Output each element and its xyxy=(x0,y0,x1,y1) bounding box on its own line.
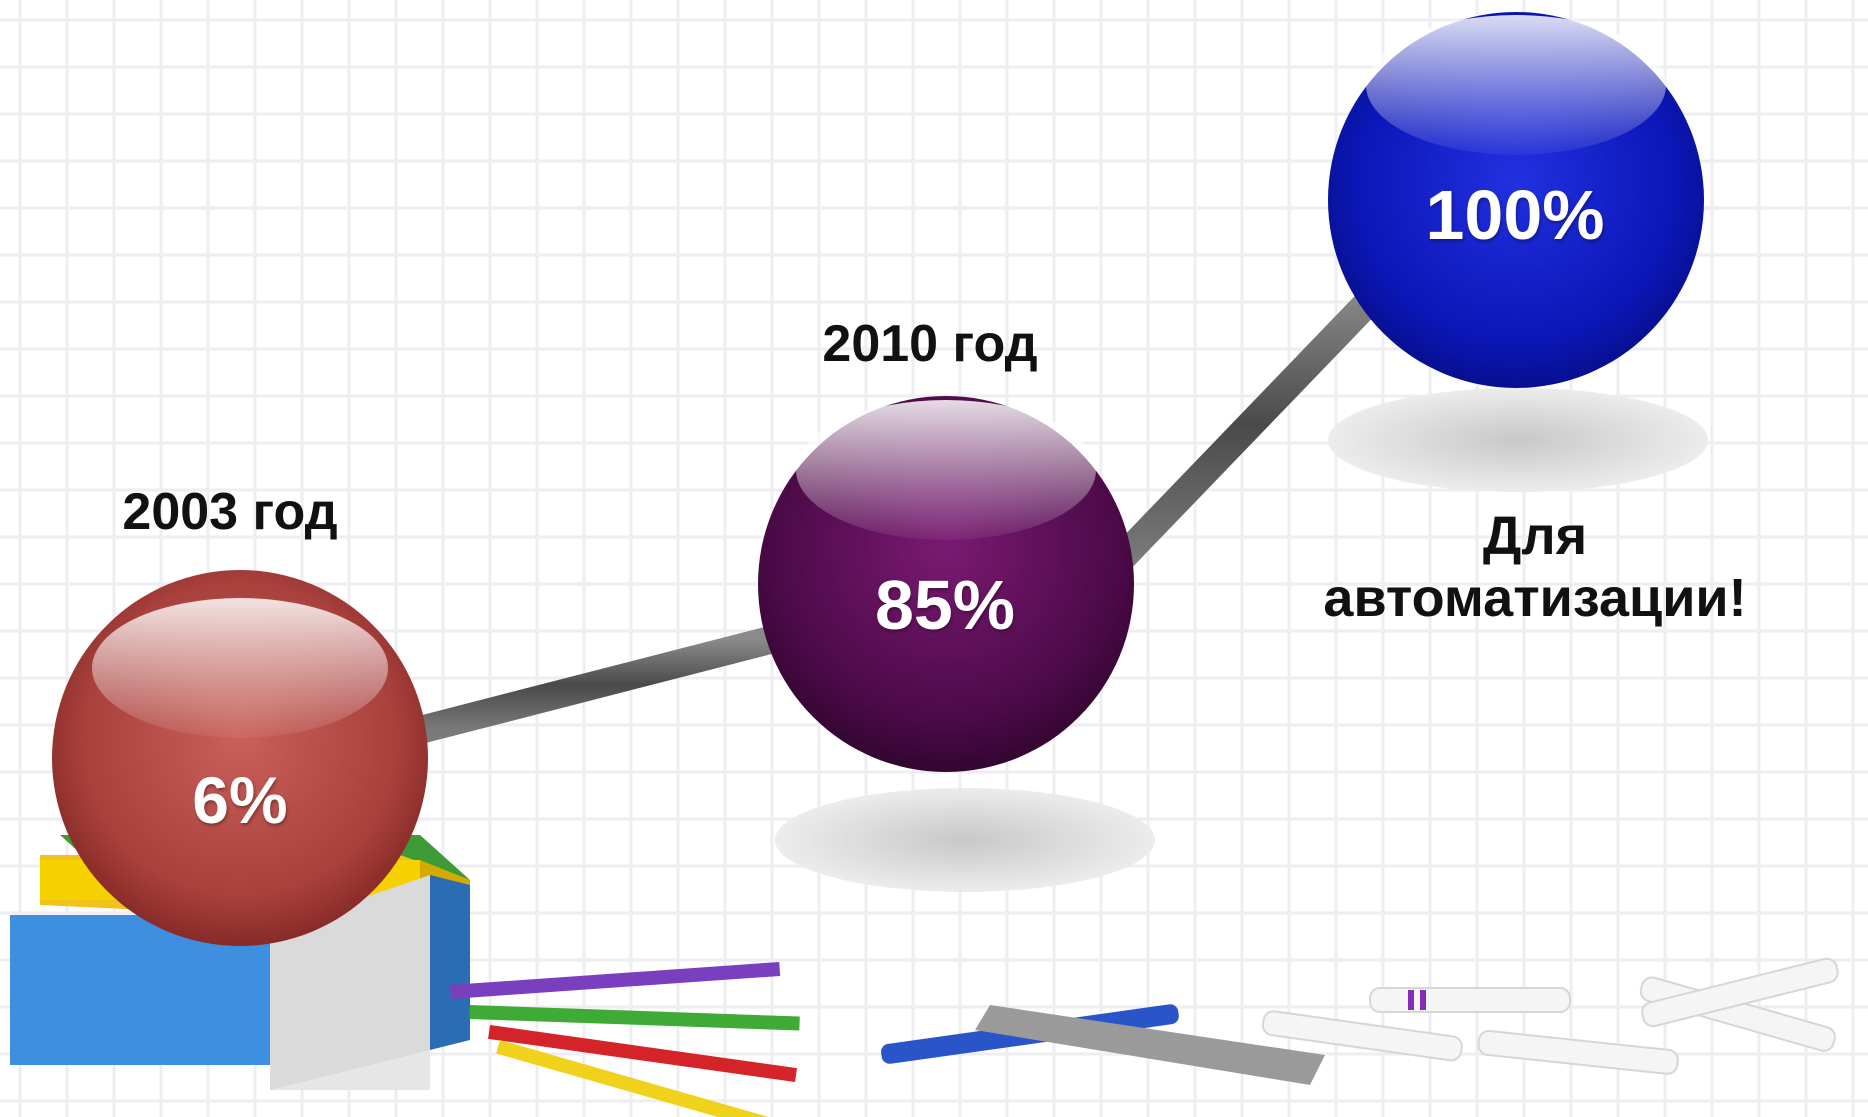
percent-goal: 100% xyxy=(1425,176,1605,254)
colored-pencils-icon xyxy=(450,961,800,1117)
year-label-2010: 2010 год xyxy=(822,315,1038,373)
ball-shadow xyxy=(1328,388,1708,492)
goal-label-line2: автоматизации! xyxy=(1323,568,1747,628)
goal-label: Для автоматизации! xyxy=(1280,505,1790,629)
ball-shadow xyxy=(775,788,1155,892)
ball-2010 xyxy=(758,396,1134,772)
connector-rod xyxy=(1106,276,1394,574)
year-label-2003: 2003 год xyxy=(122,483,338,541)
percent-2010: 85% xyxy=(874,566,1016,644)
connector-rod xyxy=(406,626,784,744)
goal-label-line1: Для xyxy=(1482,506,1588,566)
percent-2003: 6% xyxy=(192,763,288,837)
ball-goal xyxy=(1328,12,1704,388)
ball-2003 xyxy=(52,570,428,946)
ruler-icon xyxy=(975,1005,1325,1085)
markers-icon xyxy=(1261,957,1839,1075)
